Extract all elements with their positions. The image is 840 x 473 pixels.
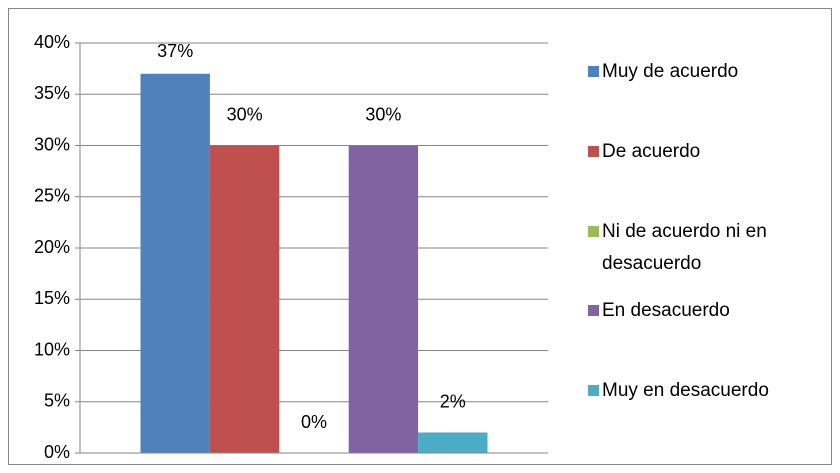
data-label: 2% <box>440 391 466 411</box>
y-tick-label: 10% <box>34 339 70 359</box>
y-tick-label: 25% <box>34 186 70 206</box>
legend-item: En desacuerdo <box>588 295 813 327</box>
data-label: 37% <box>157 41 193 61</box>
legend-swatch <box>588 385 599 396</box>
legend-item: Muy de acuerdo <box>588 56 813 88</box>
legend-swatch <box>588 225 599 237</box>
legend-label: Ni de acuerdo ni en desacuerdo <box>602 220 767 274</box>
y-tick-label: 0% <box>44 442 70 462</box>
y-tick-label: 40% <box>34 32 70 52</box>
data-label: 30% <box>365 104 401 124</box>
legend-label: Muy de acuerdo <box>602 61 739 82</box>
data-label: 30% <box>227 104 263 124</box>
legend-label: De acuerdo <box>602 140 701 162</box>
legend-swatch <box>588 145 599 157</box>
bar <box>140 73 210 453</box>
legend-item: Muy en desacuerdo <box>588 375 813 407</box>
data-label: 0% <box>301 412 327 432</box>
y-tick-label: 30% <box>34 134 70 154</box>
y-tick-label: 20% <box>34 237 70 257</box>
bar <box>209 145 280 453</box>
legend-item: De acuerdo <box>588 136 813 168</box>
y-tick-label: 15% <box>34 288 70 308</box>
legend-swatch <box>588 66 599 77</box>
legend-item: Ni de acuerdo ni en desacuerdo <box>588 216 813 280</box>
bar <box>348 145 419 453</box>
legend-label: Muy en desacuerdo <box>602 380 769 401</box>
bar <box>418 432 488 453</box>
y-tick-label: 35% <box>34 83 70 103</box>
legend-label: En desacuerdo <box>602 300 730 322</box>
y-tick-label: 5% <box>44 391 70 411</box>
legend-swatch <box>588 305 599 317</box>
